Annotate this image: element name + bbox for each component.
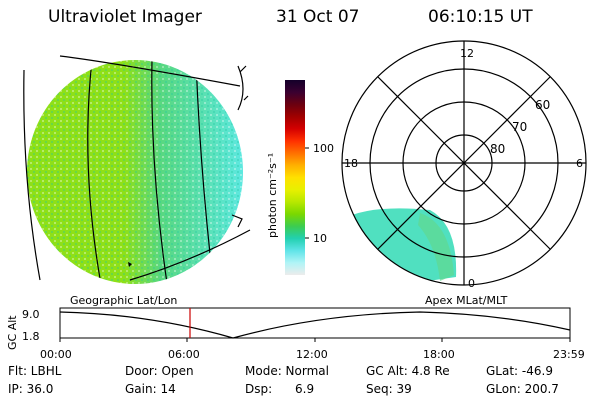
polar-grid — [341, 40, 587, 286]
info-door: Door: Open — [125, 364, 194, 378]
alt-ytick-1-8: 1.8 — [22, 330, 40, 343]
alt-ytick-9: 9.0 — [22, 308, 40, 321]
info-glat: GLat: -46.9 — [486, 364, 553, 378]
mlat-label-60: 60 — [535, 98, 550, 112]
colorbar-tick-10: 10 — [313, 232, 327, 245]
info-gain: Gain: 14 — [125, 382, 176, 396]
polar-plot: 12 0 18 6 60 70 80 — [341, 40, 587, 290]
alt-xtick-0: 00:00 — [40, 348, 72, 361]
mlt-label-6: 6 — [576, 157, 583, 170]
info-flt: Flt: LBHL — [8, 364, 62, 378]
colorbar-unit-label: photon cm⁻²s⁻¹ — [266, 152, 279, 238]
mlt-label-18: 18 — [344, 157, 358, 170]
alt-xtick-2: 12:00 — [296, 348, 328, 361]
mlat-label-70: 70 — [512, 120, 527, 134]
geo-panel-caption: Geographic Lat/Lon — [70, 294, 178, 307]
altitude-plot: 9.0 1.8 00:00 06:00 12:00 18:00 23:59 — [22, 307, 585, 361]
info-glon: GLon: 200.7 — [486, 382, 559, 396]
alt-xtick-4: 23:59 — [553, 348, 585, 361]
date-label: 31 Oct 07 — [276, 7, 360, 27]
geographic-image-panel — [23, 55, 251, 284]
info-dsp: Dsp: 6.9 — [245, 382, 315, 396]
colorbar-tick-100: 100 — [313, 142, 334, 155]
instrument-title: Ultraviolet Imager — [48, 7, 202, 27]
alt-xtick-3: 18:00 — [423, 348, 455, 361]
info-ip: IP: 36.0 — [8, 382, 54, 396]
time-label: 06:10:15 UT — [428, 7, 533, 27]
colorbar — [285, 80, 305, 275]
polar-panel-caption: Apex MLat/MLT — [425, 294, 508, 307]
alt-xtick-1: 06:00 — [168, 348, 200, 361]
mlt-label-0: 0 — [468, 277, 475, 290]
info-gc-alt: GC Alt: 4.8 Re — [366, 364, 450, 378]
info-mode: Mode: Normal — [245, 364, 329, 378]
mlat-label-80: 80 — [490, 142, 505, 156]
info-seq: Seq: 39 — [366, 382, 412, 396]
mlt-label-12: 12 — [460, 47, 474, 60]
altitude-curve — [59, 311, 571, 339]
colorbar-ticks: 100 10 — [305, 142, 334, 245]
